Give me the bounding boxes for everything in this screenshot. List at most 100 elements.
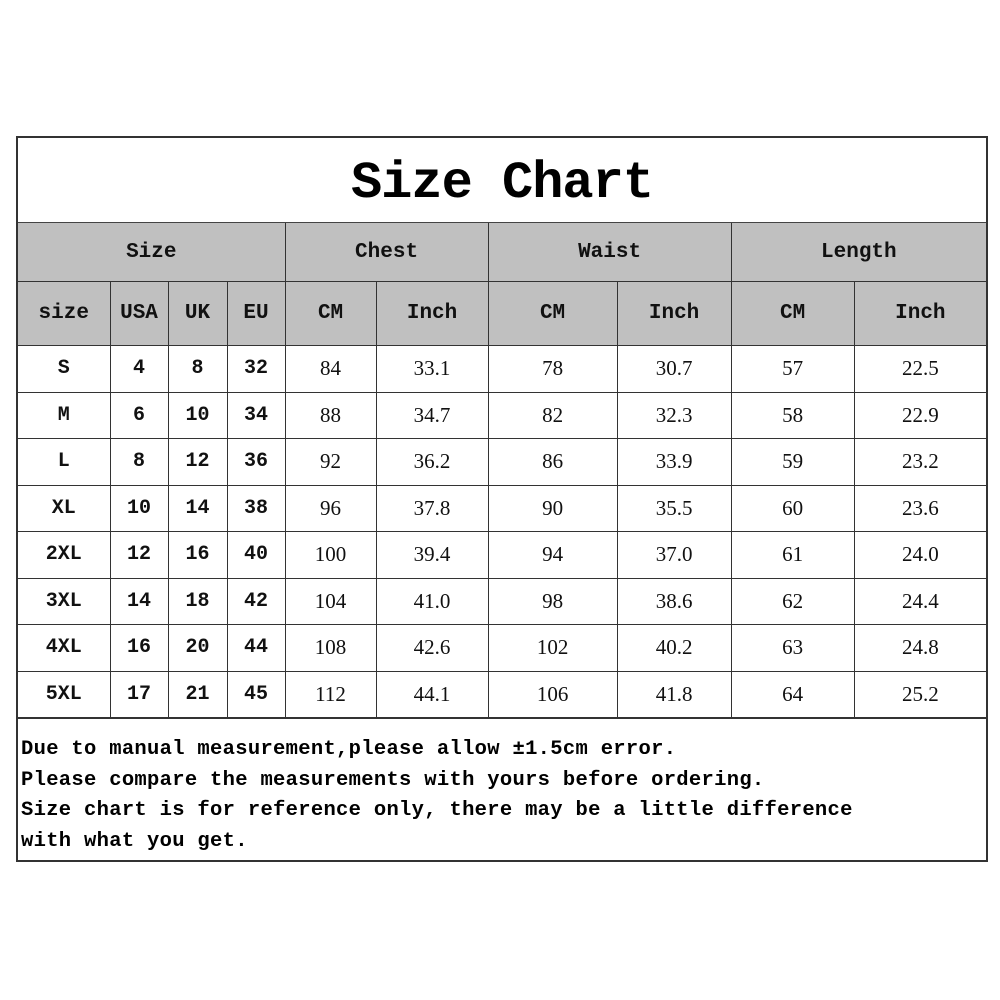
note-line: Please compare the measurements with you… [21,768,765,792]
table-cell: 82 [487,391,618,439]
group-header-row: Size Chest Waist Length [18,223,987,282]
table-cell: 98 [487,577,618,625]
table-row: XL 10 14 38 96 37.8 90 35.5 60 23.6 [18,484,987,532]
table-row: 5XL 17 21 45 112 44.1 106 41.8 64 25.2 [18,670,987,718]
column-header: CM [284,281,377,346]
column-header: Inch [375,281,489,346]
table-cell: 12 [109,531,169,579]
table-cell: 104 [284,577,377,625]
table-cell: 33.9 [616,438,732,486]
table-cell: 20 [167,624,228,672]
table-cell: 5XL [18,670,111,718]
table-cell: 24.4 [853,577,987,625]
table-cell: 33.1 [375,345,489,393]
table-cell: 12 [167,438,228,486]
column-header: CM [487,281,618,346]
table-cell: 112 [284,670,377,718]
column-header: size [18,281,111,346]
table-cell: 34.7 [375,391,489,439]
column-header: USA [109,281,169,346]
table-cell: 90 [487,484,618,532]
table-cell: 18 [167,577,228,625]
sub-header-row: size USA UK EU CM Inch CM Inch CM Inch [18,281,987,346]
table-cell: 37.0 [616,531,732,579]
group-header-size: Size [18,223,286,282]
table-cell: 32.3 [616,391,732,439]
table-cell: 34 [226,391,286,439]
table-cell: 94 [487,531,618,579]
table-cell: 4XL [18,624,111,672]
table-cell: 44.1 [375,670,489,718]
table-cell: 38.6 [616,577,732,625]
table-cell: 16 [109,624,169,672]
table-cell: 16 [167,531,228,579]
table-cell: 6 [109,391,169,439]
table-cell: L [18,438,111,486]
table-row: 4XL 16 20 44 108 42.6 102 40.2 63 24.8 [18,624,987,672]
table-row: L 8 12 36 92 36.2 86 33.9 59 23.2 [18,438,987,486]
table-cell: 8 [167,345,228,393]
table-cell: 58 [730,391,855,439]
table-cell: 64 [730,670,855,718]
chart-title: Size Chart [18,138,986,223]
table-row: M 6 10 34 88 34.7 82 32.3 58 22.9 [18,391,987,439]
size-table: Size Chest Waist Length size USA UK EU CM Inc… [18,223,987,718]
table-cell: 24.0 [853,531,987,579]
column-header: UK [167,281,228,346]
table-cell: 32 [226,345,286,393]
size-chart: Size Chart Size Chest Waist Length size U… [16,136,988,862]
column-header: EU [226,281,286,346]
table-cell: 108 [284,624,377,672]
table-cell: 41.8 [616,670,732,718]
column-header: Inch [616,281,732,346]
table-cell: 78 [487,345,618,393]
table-row: 3XL 14 18 42 104 41.0 98 38.6 62 24.4 [18,577,987,625]
table-cell: 36 [226,438,286,486]
table-cell: 10 [167,391,228,439]
table-cell: 17 [109,670,169,718]
table-cell: 41.0 [375,577,489,625]
table-row: S 4 8 32 84 33.1 78 30.7 57 22.5 [18,345,987,393]
table-cell: 38 [226,484,286,532]
table-cell: 42 [226,577,286,625]
note-line: Due to manual measurement,please allow ±… [21,738,677,761]
table-cell: 39.4 [375,531,489,579]
table-cell: 21 [167,670,228,718]
column-header: Inch [853,281,987,346]
table-cell: 62 [730,577,855,625]
table-cell: S [18,345,111,393]
table-cell: 61 [730,531,855,579]
table-cell: 23.6 [853,484,987,532]
group-header-length: Length [730,223,987,282]
table-cell: 84 [284,345,377,393]
table-cell: 42.6 [375,624,489,672]
table-cell: M [18,391,111,439]
table-cell: 63 [730,624,855,672]
table-cell: 40.2 [616,624,732,672]
table-cell: 36.2 [375,438,489,486]
table-cell: 24.8 [853,624,987,672]
table-cell: 60 [730,484,855,532]
table-cell: 92 [284,438,377,486]
table-cell: 30.7 [616,345,732,393]
table-cell: 44 [226,624,286,672]
column-header: CM [730,281,855,346]
table-cell: 100 [284,531,377,579]
table-cell: 3XL [18,577,111,625]
table-cell: 2XL [18,531,111,579]
table-cell: 14 [109,577,169,625]
table-cell: 40 [226,531,286,579]
table-cell: 22.9 [853,391,987,439]
table-cell: 22.5 [853,345,987,393]
table-cell: 57 [730,345,855,393]
table-cell: 14 [167,484,228,532]
table-cell: 88 [284,391,377,439]
table-cell: 8 [109,438,169,486]
note-line: with what you get. [21,829,248,853]
table-cell: 86 [487,438,618,486]
table-cell: XL [18,484,111,532]
note-line: Size chart is for reference only, there … [21,799,853,822]
table-cell: 10 [109,484,169,532]
group-header-waist: Waist [487,223,732,282]
table-cell: 45 [226,670,286,718]
